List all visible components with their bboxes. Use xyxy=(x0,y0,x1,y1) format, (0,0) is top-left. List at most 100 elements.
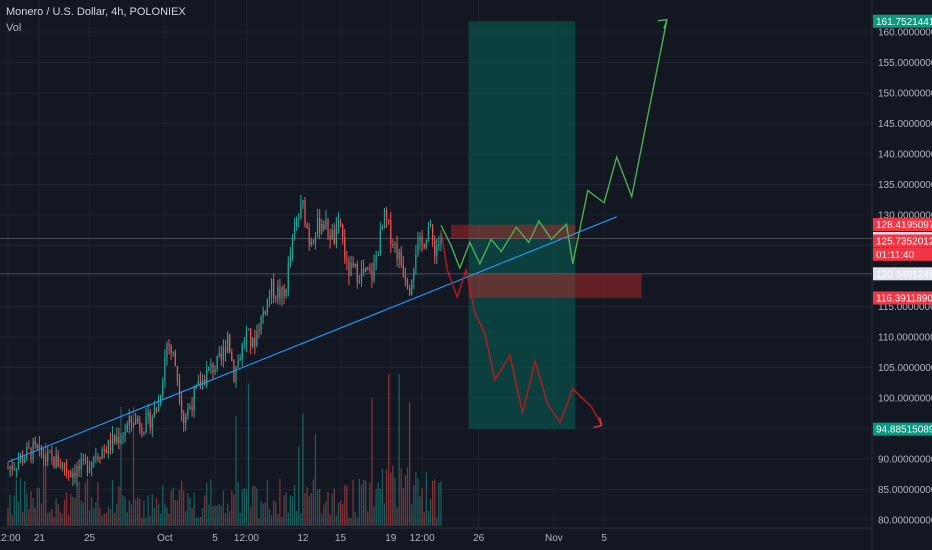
volume-bar xyxy=(319,489,321,526)
volume-bar xyxy=(298,446,300,526)
candle-body xyxy=(226,335,229,352)
price-label-box xyxy=(873,234,932,248)
volume-bar xyxy=(76,482,78,526)
volume-bar xyxy=(354,511,356,526)
candle-body xyxy=(157,403,160,412)
candle-body xyxy=(291,236,294,255)
candle-body xyxy=(139,421,141,428)
volume-bar xyxy=(47,512,49,526)
candle-body xyxy=(411,280,413,295)
candle-body xyxy=(166,343,168,358)
y-tick-label: 100.00000000 xyxy=(878,393,932,404)
volume-bar xyxy=(124,496,126,526)
volume-bar xyxy=(285,492,287,526)
candle-body xyxy=(103,449,105,451)
volume-bar xyxy=(296,511,298,526)
volume-bar xyxy=(189,497,191,526)
volume-bar xyxy=(84,482,87,526)
volume-bar xyxy=(344,485,346,526)
candle-body xyxy=(134,418,137,425)
volume-bar xyxy=(346,485,348,526)
volume-bar xyxy=(78,481,80,526)
volume-bar xyxy=(373,506,375,526)
volume-bar xyxy=(243,487,245,526)
volume-bar xyxy=(417,478,419,526)
candle-body xyxy=(398,251,400,260)
y-tick-label: 145.00000000 xyxy=(878,119,932,130)
volume-bar xyxy=(273,500,275,526)
candle-body xyxy=(285,289,287,296)
candle-body xyxy=(172,352,174,354)
price-label: 116.39118904 xyxy=(876,293,932,304)
volume-bar xyxy=(49,511,51,526)
candle-body xyxy=(116,436,118,443)
volume-bar xyxy=(109,508,112,526)
x-tick-label: 5 xyxy=(212,533,218,544)
candle-body xyxy=(312,241,315,243)
volume-bar xyxy=(130,504,133,526)
candle-body xyxy=(335,225,338,245)
projection-down-path xyxy=(440,230,603,426)
volume-bar xyxy=(91,497,93,526)
candle-body xyxy=(264,311,266,314)
candle-body xyxy=(149,412,151,428)
volume-bar xyxy=(268,509,271,526)
y-tick-label: 160.00000000 xyxy=(878,27,932,38)
candle-body xyxy=(107,439,110,454)
volume-bar xyxy=(32,498,34,526)
candle-body xyxy=(287,263,289,290)
volume-indicator-label[interactable]: Vol xyxy=(6,22,22,34)
volume-bar xyxy=(174,499,176,526)
volume-bar xyxy=(226,503,229,526)
candle-body xyxy=(239,358,241,361)
volume-bar xyxy=(155,498,158,526)
candle-body xyxy=(34,440,36,445)
candle-body xyxy=(7,468,9,470)
candle-body xyxy=(344,237,346,260)
x-tick-label: 26 xyxy=(473,533,485,544)
volume-bar xyxy=(408,401,411,526)
candle-body xyxy=(137,418,139,422)
volume-bar xyxy=(350,517,352,526)
volume-bar xyxy=(208,504,210,526)
candle-body xyxy=(28,446,30,448)
volume-bar xyxy=(385,469,388,526)
volume-bar xyxy=(212,506,214,526)
volume-bar xyxy=(9,494,11,526)
price-label: 01:11:40 xyxy=(876,250,915,261)
y-tick-label: 80.00000000 xyxy=(878,515,932,526)
candle-body xyxy=(88,467,91,472)
candle-body xyxy=(91,461,93,468)
volume-bar xyxy=(139,498,141,526)
candle-body xyxy=(109,439,112,450)
price-label-box xyxy=(873,267,932,281)
volume-bar xyxy=(193,492,195,526)
volume-bar xyxy=(19,478,22,526)
volume-bar xyxy=(300,513,302,526)
candle-body xyxy=(394,243,396,246)
y-tick-label: 140.00000000 xyxy=(878,149,932,160)
volume-bar xyxy=(438,482,440,526)
volume-bar xyxy=(38,488,41,526)
volume-bar xyxy=(388,374,390,526)
volume-bar xyxy=(411,504,413,526)
volume-bar xyxy=(398,374,400,526)
candle-body xyxy=(304,200,306,225)
candle-body xyxy=(160,395,162,404)
volume-bar xyxy=(431,480,434,526)
candle-body xyxy=(379,229,381,256)
candle-body xyxy=(111,435,114,450)
volume-bar xyxy=(323,504,325,526)
volume-bar xyxy=(105,512,107,526)
volume-bar xyxy=(166,507,168,526)
volume-bar xyxy=(191,508,193,526)
candle-body xyxy=(400,251,402,265)
volume-bar xyxy=(247,383,250,526)
candle-body xyxy=(247,328,250,330)
candle-body xyxy=(141,427,143,434)
volume-bar xyxy=(302,413,304,526)
candle-body xyxy=(296,218,298,227)
candle-body xyxy=(337,220,340,226)
